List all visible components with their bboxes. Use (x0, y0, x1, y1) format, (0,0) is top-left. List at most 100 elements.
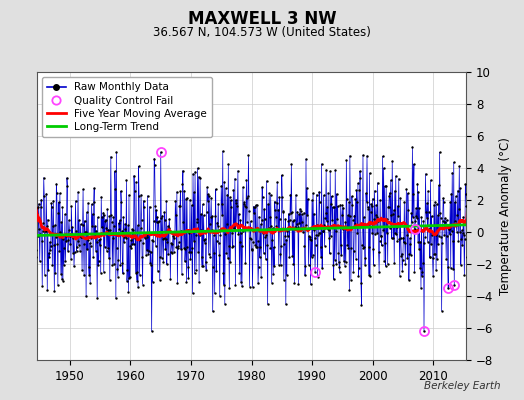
Point (119, 239, 128, 245)
Point (324, 190, 332, 196)
Point (127, 245, 136, 251)
Point (320, 192, 328, 198)
Point (179, 219, 188, 225)
Point (160, 209, 168, 215)
Point (113, 266, 122, 272)
Point (261, 234, 269, 240)
Point (397, 253, 406, 259)
Point (442, 256, 450, 262)
Point (338, 202, 346, 208)
Point (411, 226, 419, 232)
Point (425, 254, 434, 260)
Point (52, 234, 60, 240)
Point (259, 250, 268, 256)
Point (79, 186, 88, 193)
Point (227, 197, 235, 203)
Point (341, 219, 350, 226)
Point (95, 237, 103, 243)
Point (388, 158, 397, 164)
Point (453, 212, 462, 218)
Point (413, 215, 421, 222)
Point (299, 225, 308, 231)
Point (130, 188, 139, 194)
Point (375, 238, 384, 244)
Point (329, 262, 337, 269)
Point (322, 218, 331, 224)
Point (445, 231, 454, 237)
Point (278, 172, 286, 178)
Point (80, 272, 88, 279)
Point (163, 223, 172, 230)
Point (46, 247, 54, 253)
Point (89, 254, 97, 260)
Point (270, 198, 279, 205)
Point (203, 198, 212, 204)
Point (450, 282, 458, 288)
Point (378, 153, 387, 160)
Point (328, 193, 336, 200)
Point (428, 232, 436, 238)
Point (67, 256, 75, 262)
Point (330, 276, 338, 282)
Point (332, 228, 340, 234)
Point (70, 263, 78, 270)
Point (419, 260, 427, 266)
Point (258, 184, 266, 190)
Point (38, 282, 47, 289)
Point (355, 187, 364, 193)
Point (403, 190, 412, 196)
Point (90, 185, 99, 191)
Point (259, 230, 267, 236)
Point (427, 177, 435, 183)
Point (98, 214, 106, 220)
Point (48, 262, 57, 268)
Point (78, 234, 86, 240)
Point (232, 200, 241, 206)
Point (61, 211, 69, 218)
Point (265, 225, 273, 232)
Point (409, 214, 417, 220)
Point (143, 247, 151, 254)
Point (353, 230, 362, 236)
Point (175, 203, 183, 209)
Point (127, 237, 135, 244)
Point (137, 191, 145, 198)
Point (173, 245, 182, 251)
Point (181, 258, 189, 264)
Point (243, 218, 251, 225)
Point (236, 239, 244, 245)
Point (420, 328, 428, 334)
Point (384, 261, 392, 267)
Point (215, 293, 224, 299)
Point (264, 201, 272, 207)
Point (245, 208, 253, 214)
Point (456, 262, 465, 268)
Point (252, 244, 260, 250)
Point (292, 192, 300, 198)
Point (412, 212, 421, 219)
Point (280, 276, 288, 283)
Point (460, 232, 468, 238)
Point (189, 238, 198, 244)
Text: MAXWELL 3 NW: MAXWELL 3 NW (188, 10, 336, 28)
Point (148, 279, 157, 285)
Point (151, 203, 159, 210)
Point (306, 236, 314, 242)
Point (239, 228, 248, 234)
Point (377, 242, 386, 249)
Point (225, 285, 234, 291)
Point (247, 247, 256, 253)
Point (430, 202, 438, 208)
Point (314, 229, 323, 236)
Point (283, 233, 292, 239)
Point (248, 246, 256, 252)
Point (145, 248, 154, 254)
Point (87, 234, 95, 241)
Point (214, 200, 222, 207)
Point (213, 220, 222, 226)
Point (30, 202, 38, 208)
Point (386, 225, 395, 232)
Point (49, 197, 58, 204)
Point (110, 223, 118, 229)
Point (294, 223, 302, 230)
